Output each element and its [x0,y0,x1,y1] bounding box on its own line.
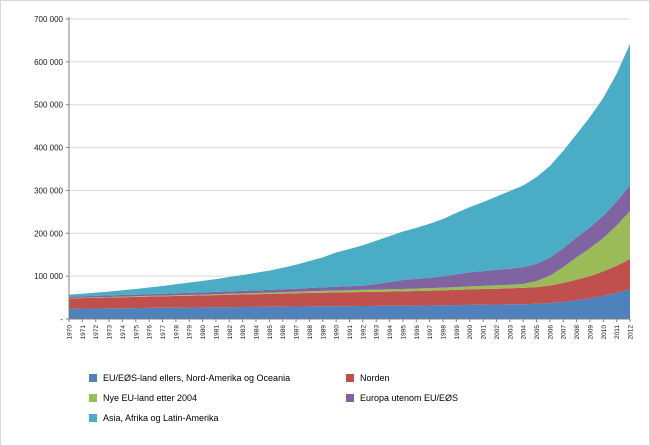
x-tick-label: 1992 [360,325,367,340]
area-series-1 [69,259,630,309]
legend-label: Nye EU-land etter 2004 [103,393,198,403]
legend-swatch-eu-eos-nordamerika-oceania [89,374,97,382]
y-tick-label: 100 000 [34,272,63,281]
x-tick-label: 1999 [454,325,461,340]
stacked-area-chart: - 100 000 200 000 300 000 400 000 500 000 600 … [34,15,635,340]
x-tick-label: 1971 [80,325,87,340]
x-tick-label: 1996 [414,325,421,340]
x-tick-label: 2008 [574,325,581,340]
x-tick-label: 1987 [294,325,301,340]
x-tick-label: 2001 [481,325,488,340]
y-tick-label: 500 000 [34,101,63,110]
x-tick-label: 1990 [334,325,341,340]
area-series-4 [69,43,630,297]
x-tick-label: 2011 [614,325,621,339]
x-tick-label: 2002 [494,325,501,340]
x-tick-label: 1977 [160,325,167,340]
x-tick-label: 2007 [561,325,568,340]
x-tick-label: 1988 [307,325,314,340]
legend-swatch-asia-afrika-latinamerika [89,414,97,422]
y-tick-label: 600 000 [34,58,63,67]
legend-swatch-europa-utenom-eu-eos [346,394,354,402]
x-tick-label: 1998 [441,325,448,340]
legend-swatch-nye-eu-land [89,394,97,402]
x-tick-label: 1973 [107,325,114,340]
legend-label: Norden [360,373,390,383]
chart-legend: EU/EØS-land ellers, Nord-Amerika og Ocea… [89,373,458,423]
x-tick-label: 1976 [147,325,154,340]
x-tick-label: 2012 [628,325,635,340]
legend-item: Europa utenom EU/EØS [346,393,458,403]
y-tick-label: 700 000 [34,15,63,24]
legend-swatch-norden [346,374,354,382]
y-tick-label: - [60,315,63,324]
x-tick-label: 1978 [173,325,180,340]
x-tick-label: 2000 [467,325,474,340]
x-tick-label: 2003 [507,325,514,340]
x-tick-label: 1989 [320,325,327,340]
legend-item: Nye EU-land etter 2004 [89,393,346,403]
x-tick-label: 1974 [120,325,127,340]
x-tick-label: 2004 [521,325,528,340]
x-tick-label: 2006 [547,325,554,340]
area-series-0 [69,289,630,319]
x-tick-label: 1985 [267,325,274,340]
x-tick-label: 1994 [387,325,394,340]
x-tick-label: 1975 [133,325,140,340]
x-tick-label: 1993 [374,325,381,340]
legend-label: Asia, Afrika og Latin-Amerika [103,413,219,423]
x-tick-label: 1995 [400,325,407,340]
legend-label: EU/EØS-land ellers, Nord-Amerika og Ocea… [103,373,291,383]
x-tick-label: 2005 [534,325,541,340]
x-tick-label: 1970 [67,325,74,340]
legend-label: Europa utenom EU/EØS [360,393,459,403]
x-tick-label: 2010 [601,325,608,340]
y-tick-label: 300 000 [34,186,63,195]
x-tick-label: 1981 [213,325,220,340]
y-tick-label: 200 000 [34,229,63,238]
x-tick-label: 1982 [227,325,234,340]
x-tick-label: 1980 [200,325,207,340]
y-tick-label: 400 000 [34,144,63,153]
x-tick-label: 1984 [254,325,261,340]
legend-item: Asia, Afrika og Latin-Amerika [89,413,346,423]
x-tick-label: 1997 [427,325,434,340]
x-tick-label: 1986 [280,325,287,340]
x-tick-label: 1991 [347,325,354,340]
x-tick-label: 1983 [240,325,247,340]
legend-item: Norden [346,373,458,383]
x-tick-label: 1979 [187,325,194,340]
x-tick-label: 1972 [93,325,100,340]
x-tick-label: 2009 [587,325,594,340]
legend-item: EU/EØS-land ellers, Nord-Amerika og Ocea… [89,373,346,383]
